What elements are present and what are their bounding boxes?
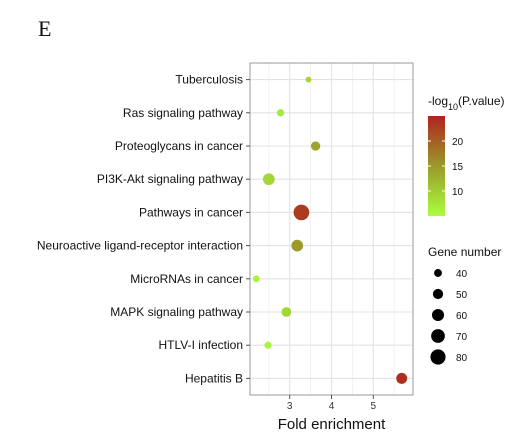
x-axis-title: Fold enrichment [278,416,386,433]
category-label: Neuroactive ligand-receptor interaction [37,239,243,253]
size-legend-label: 40 [456,269,468,280]
x-tick-label: 5 [371,401,377,412]
data-point [305,76,312,83]
color-legend-label: 20 [452,137,464,148]
category-label: Ras signaling pathway [123,106,243,120]
category-label: Hepatitis B [185,371,243,385]
size-legend-dot [430,349,446,365]
color-legend-title: -log10(P.value) [428,94,505,112]
data-point [396,372,408,384]
data-point [291,239,304,252]
size-legend-label: 70 [456,332,468,343]
size-legend-dot [432,288,444,300]
panel-label: E [38,16,52,41]
x-tick-label: 3 [287,401,293,412]
category-label: MAPK signaling pathway [110,305,243,319]
category-label: Proteoglycans in cancer [115,139,243,153]
category-label: Tuberculosis [175,73,243,87]
data-point [293,204,310,221]
size-legend-label: 50 [456,290,468,301]
data-point [281,307,292,317]
size-legend-dot [434,269,442,277]
color-legend-label: 15 [452,162,464,173]
size-legend-label: 80 [456,353,468,364]
size-legend-title: Gene number [428,245,501,259]
data-point [276,109,285,117]
category-label: PI3K-Akt signaling pathway [97,172,243,186]
data-point [264,341,272,349]
data-point [252,275,260,283]
category-label: MicroRNAs in cancer [130,272,243,286]
size-legend-label: 60 [456,311,468,322]
color-bar [428,116,445,216]
category-label: HTLV-I infection [159,338,243,352]
color-legend-label: 10 [452,187,464,198]
size-legend-dot [431,329,445,343]
data-point [310,141,321,151]
size-legend-dot [431,308,445,322]
data-point [262,173,275,186]
category-label: Pathways in cancer [139,205,243,219]
x-tick-label: 4 [329,401,335,412]
